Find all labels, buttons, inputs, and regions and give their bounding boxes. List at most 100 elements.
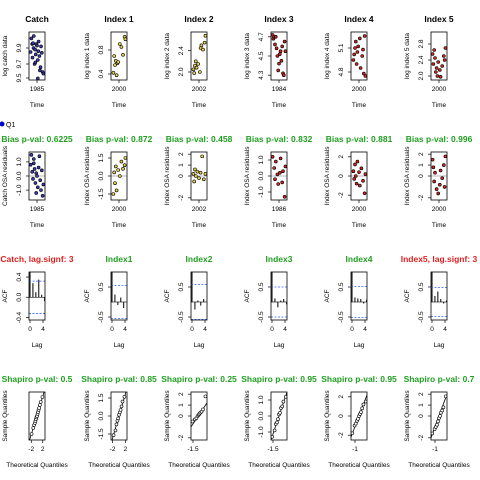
x-tick-label: 4 xyxy=(123,326,127,333)
data-point xyxy=(31,177,35,181)
data-point xyxy=(361,71,366,76)
y-tick-label: 2 xyxy=(338,155,345,159)
panel-title: Bias p-val: 0.872 xyxy=(86,134,153,144)
data-point xyxy=(353,421,358,426)
y-tick-label: -1.5 xyxy=(98,188,105,200)
data-point xyxy=(442,185,447,189)
data-point xyxy=(114,73,119,77)
x-axis-label: Time xyxy=(432,102,447,109)
x-tick-label: 2000 xyxy=(112,206,127,213)
y-tick-label: 0.4 xyxy=(98,69,105,78)
x-axis-label: Lag xyxy=(274,342,285,349)
x-axis-label: Time xyxy=(352,222,367,229)
y-tick-label: 2 xyxy=(178,392,185,396)
data-point xyxy=(283,49,287,53)
y-tick-label: 1 xyxy=(418,403,425,407)
plot-frame xyxy=(110,31,128,81)
plot-area xyxy=(191,154,207,184)
data-point xyxy=(29,36,34,41)
panel-title: Shapiro p-val: 0.85 xyxy=(81,374,157,384)
x-tick-label: 2000 xyxy=(432,86,447,93)
panel-qq-5: Shapiro p-val: 0.7 Sample Quantiles Theore… xyxy=(404,374,475,469)
data-point xyxy=(276,182,281,186)
data-point xyxy=(436,191,441,196)
plot-frame xyxy=(110,151,128,201)
data-point xyxy=(276,417,280,422)
data-point xyxy=(194,65,199,70)
data-point xyxy=(275,420,279,425)
y-tick-label: -0.5 xyxy=(178,311,185,323)
y-tick-label: 0.5 xyxy=(258,282,265,291)
panel-acf-3: Index3 ACF Lag -0.5 0.5 0 4 xyxy=(244,254,293,349)
data-point xyxy=(435,74,440,78)
data-point xyxy=(351,58,356,62)
x-tick-label: 1984 xyxy=(272,86,287,93)
data-point xyxy=(278,156,283,161)
x-tick-label: 2002 xyxy=(192,206,207,213)
data-point xyxy=(355,50,360,54)
x-tick-label: 4 xyxy=(363,326,367,333)
data-point xyxy=(361,47,365,52)
y-tick-label: -2 xyxy=(418,195,425,201)
data-point xyxy=(39,44,43,49)
x-tick-label: 2000 xyxy=(112,86,127,93)
data-point xyxy=(114,422,119,427)
y-tick-label: -0.5 xyxy=(258,311,265,323)
legend-label: Q1 xyxy=(6,122,15,129)
plot-frame xyxy=(190,391,208,441)
data-point xyxy=(354,62,359,66)
y-tick-label: 0.4 xyxy=(16,272,23,281)
plot-area xyxy=(431,394,447,438)
y-axis-label: Index OSA residuals xyxy=(84,146,91,206)
data-point xyxy=(33,181,38,185)
x-axis-label: Lag xyxy=(194,342,205,349)
y-axis-label: Sample Quantiles xyxy=(404,390,411,442)
x-tick-label: -1 xyxy=(432,446,438,453)
panel-title: Shapiro p-val: 0.7 xyxy=(404,374,475,384)
data-point xyxy=(431,431,434,436)
y-axis-label: log index 1 data xyxy=(84,33,91,79)
data-point xyxy=(118,42,122,46)
y-tick-label: 0.5 xyxy=(418,282,425,291)
x-tick-label: -1.5 xyxy=(187,446,199,453)
data-point xyxy=(353,174,358,178)
data-point xyxy=(441,405,446,410)
panel-acf-1: Index1 ACF Lag -0.5 0.5 0 4 xyxy=(84,254,133,349)
data-point xyxy=(200,154,204,159)
y-tick-label: 4.3 xyxy=(258,70,265,79)
plot-frame xyxy=(350,391,368,441)
data-point xyxy=(277,61,281,66)
plot-frame xyxy=(350,271,368,321)
panel-title: Bias p-val: 0.6225 xyxy=(1,134,73,144)
x-axis-label: Time xyxy=(192,222,207,229)
data-point xyxy=(362,191,367,196)
data-point xyxy=(29,162,33,167)
data-point xyxy=(278,49,283,54)
y-axis-label: Index OSA residuals xyxy=(324,146,331,206)
data-point xyxy=(351,431,354,436)
y-axis-label: Catch OSA residuals xyxy=(2,145,9,206)
panel-qq-3: Shapiro p-val: 0.95 Sample Quantiles Theor… xyxy=(241,374,317,469)
data-point xyxy=(32,167,37,171)
x-axis-label: Time xyxy=(30,222,45,229)
plot-frame xyxy=(270,151,288,201)
y-tick-label: 1.5 xyxy=(98,393,105,402)
data-point xyxy=(112,170,116,175)
data-point xyxy=(358,66,363,70)
data-point xyxy=(203,172,207,176)
plot-frame xyxy=(190,151,208,201)
y-axis-label: log index 2 data xyxy=(164,33,171,79)
data-point xyxy=(39,168,44,173)
y-tick-label: 0 xyxy=(418,414,425,418)
data-point xyxy=(37,406,41,410)
data-point xyxy=(202,177,206,182)
x-tick-label: -2 xyxy=(28,446,34,453)
panel-title: Index5, lag.signf: 3 xyxy=(401,254,478,264)
y-tick-label: 0 xyxy=(178,414,185,418)
data-point xyxy=(353,162,357,167)
y-axis-label: Sample Quantiles xyxy=(324,390,331,442)
plot-frame xyxy=(430,151,448,201)
data-point xyxy=(33,52,38,57)
